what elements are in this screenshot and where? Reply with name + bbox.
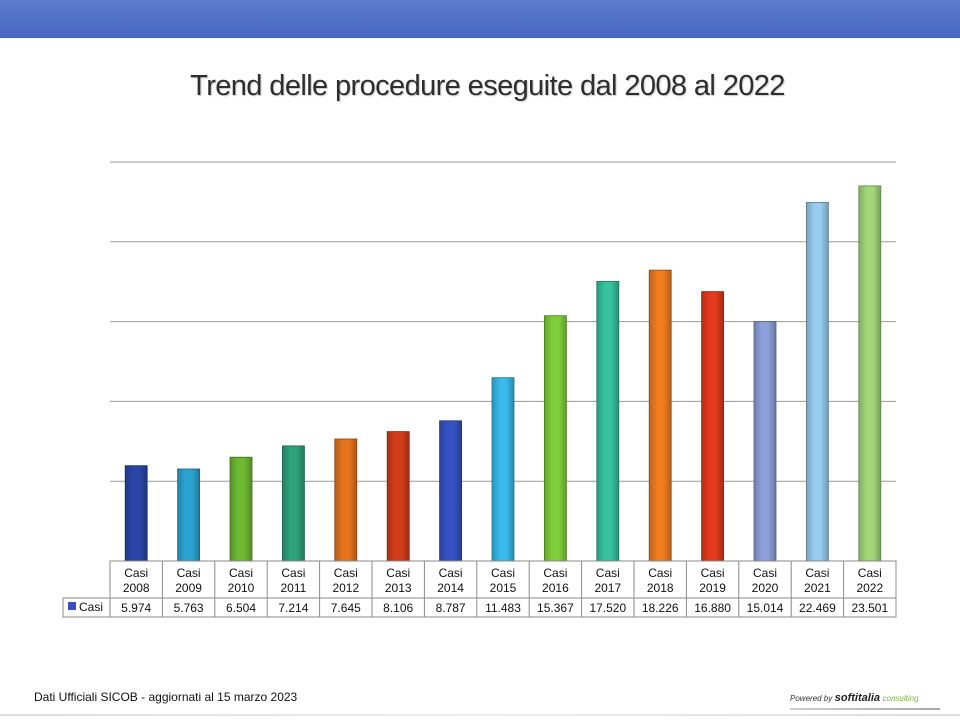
data-value-label: 17.520 bbox=[589, 601, 626, 615]
x-tick-label-year: 2019 bbox=[699, 581, 726, 595]
x-tick-label: Casi bbox=[543, 566, 567, 580]
data-value-label: 7.214 bbox=[278, 601, 308, 615]
data-value-label: 15.014 bbox=[747, 601, 784, 615]
header-band bbox=[0, 0, 960, 38]
data-value-label: 6.504 bbox=[226, 601, 256, 615]
bar-2021 bbox=[806, 201, 829, 562]
bar-2009 bbox=[177, 468, 201, 562]
brand-sub: consulting bbox=[882, 694, 919, 703]
data-value-label: 8.787 bbox=[436, 601, 466, 615]
data-value-label: 7.645 bbox=[331, 601, 361, 615]
x-tick-label-year: 2011 bbox=[280, 581, 306, 595]
x-tick-label-year: 2012 bbox=[332, 581, 359, 595]
data-value-label: 11.483 bbox=[485, 601, 521, 615]
legend-swatch bbox=[68, 602, 76, 610]
x-tick-label-year: 2018 bbox=[647, 581, 674, 595]
bar-2011 bbox=[281, 445, 305, 562]
brand-underline bbox=[790, 708, 940, 710]
x-tick-label: Casi bbox=[596, 566, 620, 580]
x-tick-label-year: 2010 bbox=[228, 581, 255, 595]
x-tick-label-year: 2020 bbox=[752, 581, 779, 595]
bar-2013 bbox=[386, 431, 410, 562]
x-tick-label: Casi bbox=[124, 566, 148, 580]
data-table-frame bbox=[109, 560, 897, 618]
x-tick-label: Casi bbox=[177, 566, 201, 580]
slide-title: Trend delle procedure eseguite dal 2008 … bbox=[190, 70, 785, 102]
x-tick-label-year: 2017 bbox=[594, 581, 621, 595]
bar-2012 bbox=[334, 438, 358, 562]
x-tick-label: Casi bbox=[648, 566, 672, 580]
x-tick-label: Casi bbox=[386, 566, 410, 580]
x-tick-label-year: 2013 bbox=[385, 581, 412, 595]
x-tick-label: Casi bbox=[753, 566, 777, 580]
bar-2017 bbox=[596, 280, 620, 562]
bar-2022 bbox=[858, 185, 882, 562]
bar-2018 bbox=[648, 269, 672, 562]
x-tick-label: Casi bbox=[281, 566, 305, 580]
bar-2015 bbox=[491, 377, 515, 562]
bar-2014 bbox=[439, 420, 463, 562]
data-value-label: 5.974 bbox=[121, 601, 151, 615]
data-value-label: 8.106 bbox=[383, 601, 413, 615]
x-tick-label-year: 2008 bbox=[123, 581, 150, 595]
data-value-label: 5.763 bbox=[174, 601, 204, 615]
x-tick-label-year: 2015 bbox=[490, 581, 517, 595]
bar-2019 bbox=[701, 291, 724, 562]
data-value-label: 23.501 bbox=[851, 601, 888, 615]
x-tick-label-year: 2021 bbox=[804, 581, 831, 595]
footer-divider bbox=[0, 714, 960, 716]
brand-logo: Powered by softitalia consulting bbox=[790, 692, 950, 704]
bar-2008 bbox=[124, 465, 148, 562]
x-tick-label: Casi bbox=[334, 566, 358, 580]
brand-name: softitalia bbox=[834, 692, 880, 704]
x-tick-label: Casi bbox=[229, 566, 253, 580]
x-tick-label-year: 2014 bbox=[437, 581, 464, 595]
x-tick-label-year: 2009 bbox=[175, 581, 202, 595]
x-tick-label: Casi bbox=[858, 566, 882, 580]
x-tick-label: Casi bbox=[805, 566, 829, 580]
bar-2016 bbox=[544, 315, 567, 562]
data-value-label: 18.226 bbox=[642, 601, 679, 615]
x-tick-label: Casi bbox=[701, 566, 725, 580]
bar-2020 bbox=[753, 320, 777, 562]
x-tick-label-year: 2016 bbox=[542, 581, 569, 595]
footer-source-note: Dati Ufficiali SICOB - aggiornati al 15 … bbox=[34, 690, 298, 704]
data-value-label: 16.880 bbox=[694, 601, 731, 615]
x-tick-label: Casi bbox=[491, 566, 515, 580]
legend-label: Casi bbox=[79, 600, 103, 614]
brand-powered-by: Powered by bbox=[790, 694, 833, 703]
x-tick-label: Casi bbox=[439, 566, 463, 580]
bar-2010 bbox=[229, 456, 253, 562]
data-value-label: 22.469 bbox=[799, 601, 836, 615]
data-value-label: 15.367 bbox=[537, 601, 574, 615]
x-tick-label-year: 2022 bbox=[856, 581, 883, 595]
